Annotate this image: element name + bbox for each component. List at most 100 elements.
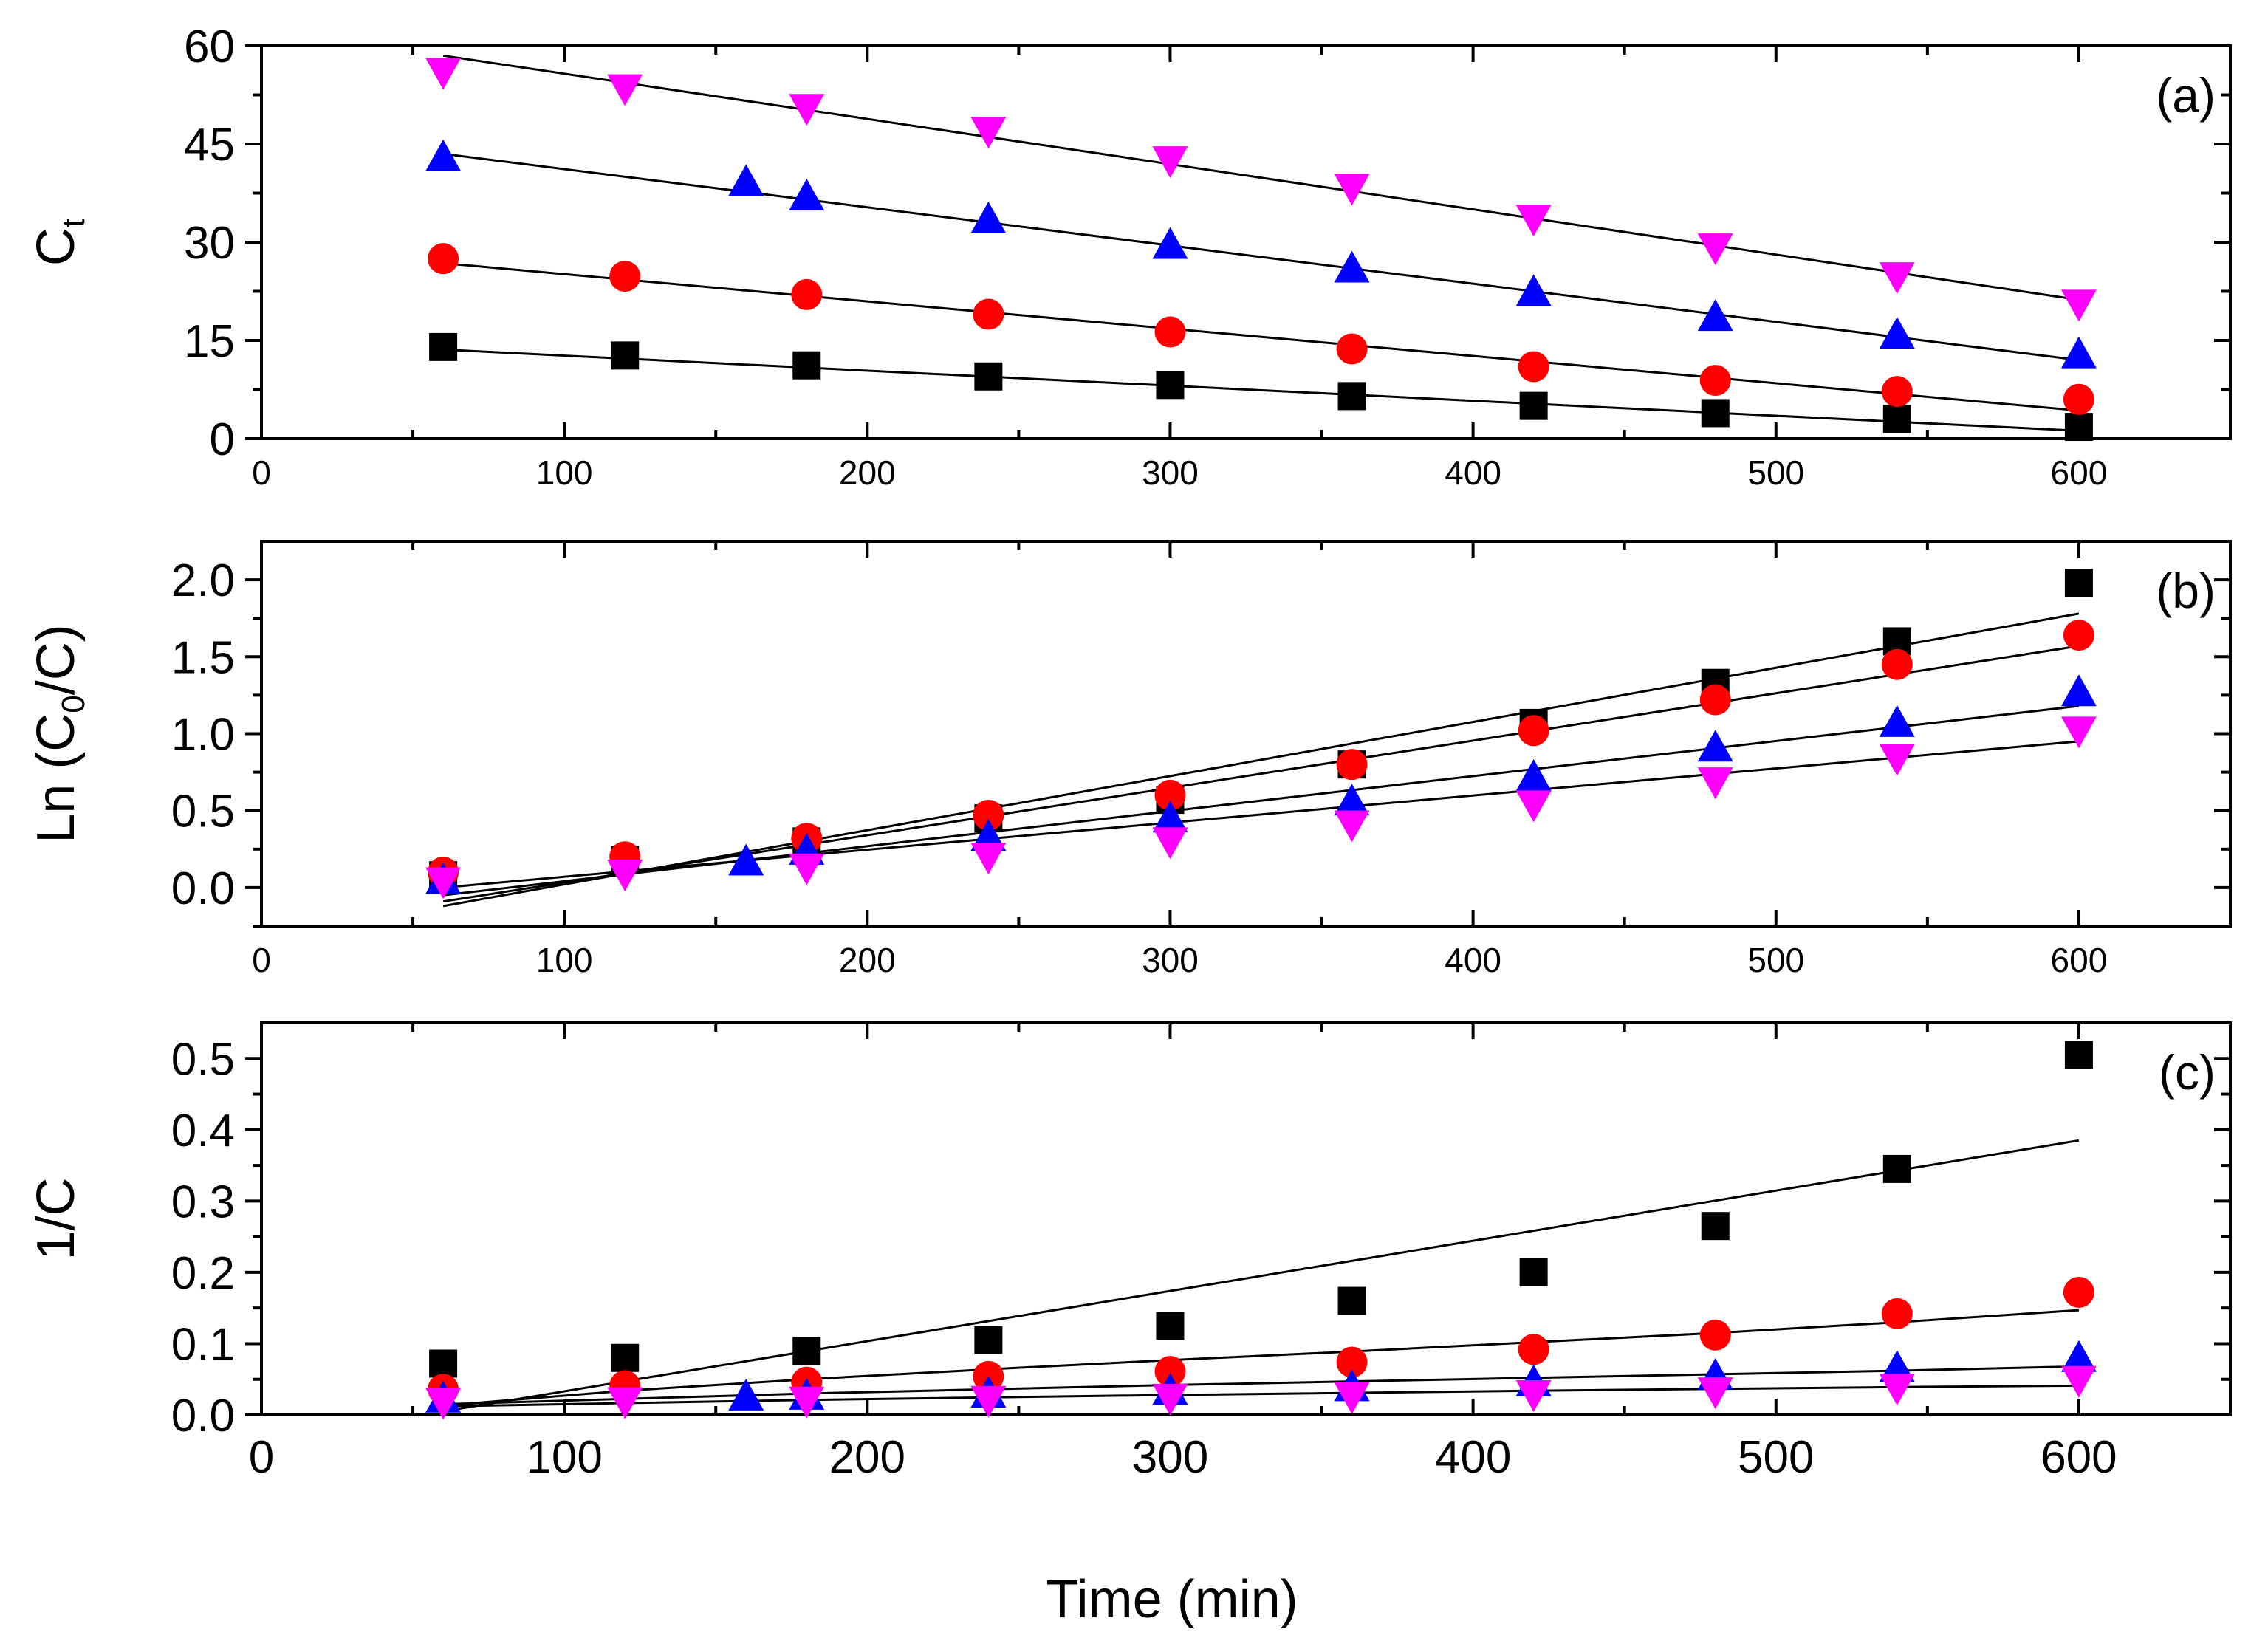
data-point-triangle-down bbox=[425, 58, 462, 90]
data-point-triangle-down bbox=[1152, 146, 1188, 179]
panel-label: (b) bbox=[2156, 563, 2216, 618]
y-axis-title-main: C bbox=[27, 227, 86, 266]
data-point-triangle-down bbox=[1515, 205, 1552, 237]
data-point-square bbox=[792, 1337, 821, 1365]
x-axis-title: Time (min) bbox=[1046, 1570, 1298, 1629]
data-point-circle bbox=[1699, 684, 1731, 716]
data-point-triangle-up bbox=[1334, 784, 1370, 816]
x-tick-label: 500 bbox=[1738, 1432, 1814, 1483]
y-axis-title: Ln (C0/C) bbox=[27, 624, 92, 843]
data-point-triangle-down bbox=[607, 860, 643, 892]
data-point-square bbox=[1337, 382, 1366, 411]
data-point-square bbox=[1882, 1154, 1911, 1183]
y-tick-label: 0.0 bbox=[171, 863, 235, 914]
data-point-circle bbox=[428, 243, 459, 275]
data-point-square bbox=[1701, 399, 1730, 428]
y-tick-label: 0.0 bbox=[171, 1391, 235, 1442]
x-tick-label: 0 bbox=[249, 1432, 274, 1483]
x-tick-label: 100 bbox=[536, 453, 593, 492]
data-point-square bbox=[1156, 1312, 1185, 1340]
fit-line-series-3 bbox=[442, 152, 2080, 362]
plot-frame bbox=[260, 44, 2232, 440]
x-tick-label: 600 bbox=[2051, 941, 2108, 979]
y-tick-label: 0.1 bbox=[171, 1319, 235, 1370]
data-point-square bbox=[611, 341, 640, 370]
y-axis-title-main: 1/C bbox=[27, 1177, 86, 1260]
data-point-triangle-up bbox=[1152, 227, 1188, 259]
data-point-circle bbox=[1154, 779, 1186, 811]
x-tick-label: 400 bbox=[1445, 453, 1501, 492]
x-tick-label: 400 bbox=[1435, 1432, 1511, 1483]
y-tick-label: 0.5 bbox=[171, 1034, 235, 1085]
data-point-triangle-up bbox=[1879, 705, 1915, 737]
data-point-circle bbox=[1518, 1334, 1549, 1365]
fit-line-series-2 bbox=[442, 645, 2080, 903]
data-point-triangle-down bbox=[2060, 1365, 2097, 1398]
data-point-triangle-down bbox=[789, 94, 825, 126]
data-point-triangle-down bbox=[1879, 744, 1915, 776]
data-point-square bbox=[611, 1343, 640, 1372]
data-point-triangle-up bbox=[728, 1378, 764, 1411]
panel-1: 0 100 200 300 400 500 600 0 15 30 45 60 (a) Ct bbox=[27, 21, 2232, 492]
y-tick-label: 0.3 bbox=[171, 1176, 235, 1227]
data-point-triangle-down bbox=[425, 867, 462, 899]
data-point-triangle-down bbox=[1697, 767, 1733, 800]
panel-2: 0 100 200 300 400 500 600 0.0 0.5 1.0 1.5 2.0 (b) Ln … bbox=[27, 540, 2232, 979]
data-point-triangle-down bbox=[1152, 827, 1188, 860]
data-point-triangle-up bbox=[1152, 801, 1188, 833]
y-tick-label: 2.0 bbox=[171, 555, 235, 606]
y-tick-label: 45 bbox=[184, 120, 235, 171]
data-point-triangle-down bbox=[607, 1387, 643, 1419]
data-point-triangle-down bbox=[2060, 289, 2097, 322]
data-point-triangle-down bbox=[1334, 810, 1370, 843]
x-tick-label: 100 bbox=[536, 941, 593, 979]
data-point-square bbox=[1701, 1212, 1730, 1241]
data-point-circle bbox=[1881, 1298, 1913, 1329]
data-point-triangle-up bbox=[1697, 299, 1733, 332]
data-point-triangle-down bbox=[2060, 716, 2097, 749]
data-point-square bbox=[429, 332, 458, 361]
y-tick-label: 0 bbox=[210, 414, 235, 465]
data-point-circle bbox=[1336, 749, 1368, 781]
y-tick-label: 15 bbox=[184, 316, 235, 367]
data-point-square bbox=[2064, 1041, 2093, 1069]
data-point-triangle-down bbox=[789, 853, 825, 885]
y-tick-label: 60 bbox=[184, 21, 235, 72]
data-point-square bbox=[1882, 405, 1911, 433]
data-point-triangle-up bbox=[1515, 274, 1552, 306]
x-tick-label: 0 bbox=[252, 453, 271, 492]
fit-line-series-1 bbox=[442, 1139, 2080, 1413]
y-tick-label: 30 bbox=[184, 218, 235, 269]
data-point-triangle-up bbox=[1515, 758, 1552, 791]
data-point-triangle-up bbox=[2060, 1340, 2097, 1372]
data-point-triangle-down bbox=[1334, 1382, 1370, 1414]
data-point-triangle-down bbox=[1515, 790, 1552, 823]
data-point-triangle-down bbox=[970, 843, 1007, 875]
data-point-circle bbox=[2063, 383, 2094, 415]
data-point-triangle-down bbox=[1879, 1374, 1915, 1406]
plot-frame bbox=[260, 1021, 2232, 1416]
data-point-square bbox=[2064, 569, 2093, 597]
y-axis-title-main: Ln (C bbox=[27, 713, 86, 843]
fit-line-series-4 bbox=[442, 740, 2080, 889]
data-point-triangle-down bbox=[970, 117, 1007, 149]
data-point-square bbox=[1156, 371, 1185, 400]
data-point-circle bbox=[2063, 1276, 2094, 1308]
fit-line-series-4 bbox=[442, 54, 2080, 301]
data-point-square bbox=[1519, 1258, 1548, 1286]
data-point-circle bbox=[1881, 376, 1913, 408]
fit-line-series-3 bbox=[442, 705, 2080, 897]
data-point-circle bbox=[1336, 333, 1368, 365]
data-point-circle bbox=[791, 278, 823, 310]
x-tick-label: 0 bbox=[252, 941, 271, 979]
data-point-triangle-up bbox=[970, 201, 1007, 233]
panel-3: 0 100 200 300 400 500 600 0.0 0.1 0.2 0.3 0.4 0.5 (c)… bbox=[27, 1021, 2232, 1629]
x-tick-label: 200 bbox=[839, 941, 896, 979]
data-point-triangle-down bbox=[1515, 1380, 1552, 1413]
data-point-triangle-down bbox=[425, 1388, 462, 1420]
y-tick-label: 0.4 bbox=[171, 1106, 235, 1156]
data-point-circle bbox=[973, 799, 1004, 831]
x-tick-label: 400 bbox=[1445, 941, 1501, 979]
fit-line-series-2 bbox=[442, 261, 2080, 412]
